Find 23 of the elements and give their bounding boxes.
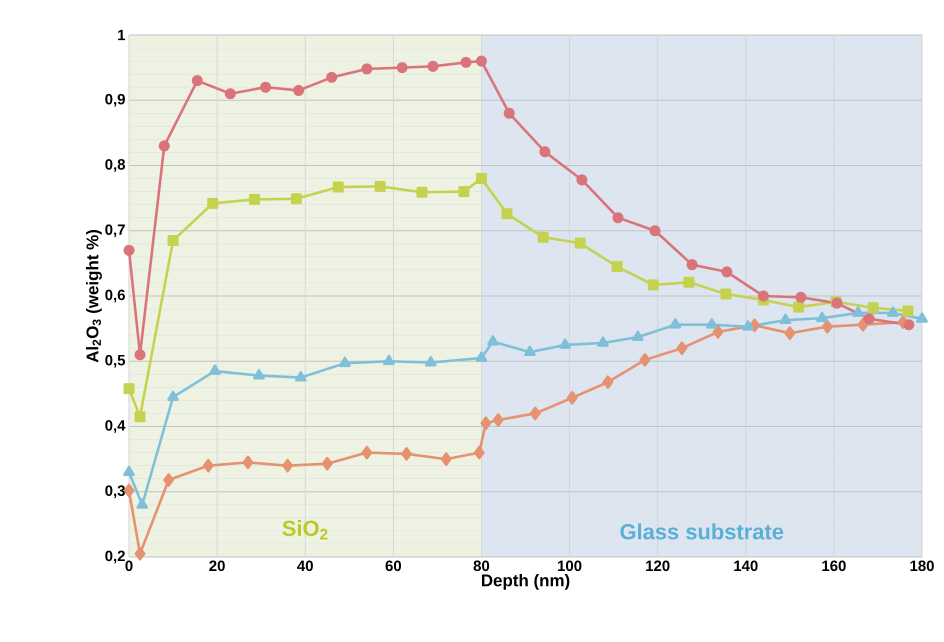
x-tick-label: 140 <box>734 560 758 572</box>
y-tick-label: 0,9 <box>105 94 125 107</box>
x-tick-label: 160 <box>822 560 846 572</box>
x-tick-label: 100 <box>558 560 582 572</box>
x-axis-title: Depth (nm) <box>482 574 570 590</box>
x-tick-label: 120 <box>646 560 670 572</box>
x-tick-label: 40 <box>297 560 313 572</box>
y-tick-label: 0,2 <box>105 550 125 564</box>
y-tick-label: 0,5 <box>105 354 126 368</box>
x-tick-label: 20 <box>209 560 225 572</box>
y-tick-label: 0,3 <box>105 485 125 498</box>
x-tick-label: 180 <box>910 560 934 572</box>
x-tick-label: 80 <box>474 560 490 572</box>
x-tick-label: 0 <box>125 560 133 572</box>
y-tick-label: 1 <box>118 30 126 40</box>
x-tick-label: 60 <box>386 560 402 572</box>
band-label: SiO$_{2}$ <box>282 520 328 540</box>
y-axis-title: Al$_{2}$O$_{3}$ (weight %) <box>86 230 102 362</box>
y-tick-label: 0,6 <box>105 290 125 302</box>
band-label: Glass substrate <box>620 523 784 540</box>
y-tick-label: 0,8 <box>105 159 126 172</box>
y-tick-label: 0,7 <box>105 224 125 238</box>
y-tick-label: 0,4 <box>105 420 126 433</box>
